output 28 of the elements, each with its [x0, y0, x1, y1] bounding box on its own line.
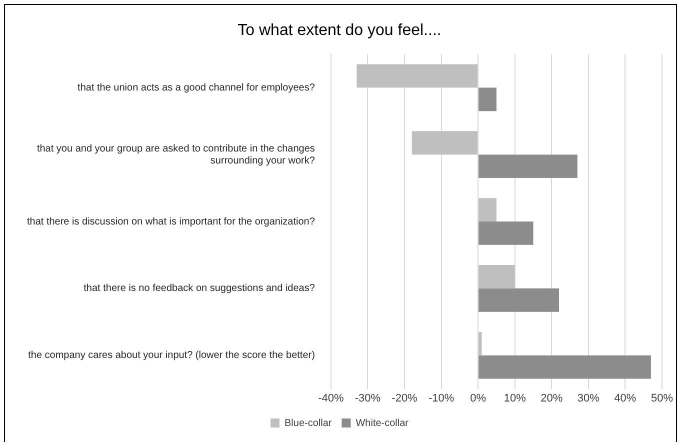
chart-title: To what extent do you feel....	[238, 22, 442, 40]
x-tick-label: 30%	[577, 392, 600, 404]
y-tick-label: that there is no feedback on suggestions and ideas?	[84, 283, 316, 294]
bar	[478, 332, 482, 356]
x-tick-label: 40%	[614, 392, 636, 404]
bar	[478, 198, 496, 222]
x-tick-label: 20%	[540, 392, 563, 404]
x-tick-label: -40%	[318, 392, 344, 404]
bar	[478, 288, 559, 312]
y-tick-label: that you and your group are asked to contribute in the changes surrounding your work?	[36, 143, 316, 166]
bar	[412, 131, 478, 155]
y-tick-label: that the union acts as a good channel for employees?	[78, 82, 316, 94]
bar	[478, 154, 578, 178]
legend-label: White-collar	[356, 418, 410, 429]
bar	[478, 265, 515, 288]
x-tick-label: -20%	[392, 392, 418, 404]
x-tick-label: 10%	[504, 392, 526, 404]
x-tick-label: -30%	[354, 392, 381, 404]
bar	[478, 222, 534, 245]
y-tick-label: the company cares about your input? (lower the score the better)	[28, 350, 315, 362]
bar	[356, 64, 478, 88]
bar	[478, 88, 496, 112]
x-tick-label: 50%	[650, 392, 674, 404]
legend-label: Blue-collar	[284, 418, 332, 429]
bar	[478, 355, 651, 379]
x-tick-label: -10%	[428, 392, 454, 404]
y-tick-label: that there is discussion on what is important for the organization?	[26, 216, 316, 228]
x-tick-label: 0%	[470, 392, 486, 404]
